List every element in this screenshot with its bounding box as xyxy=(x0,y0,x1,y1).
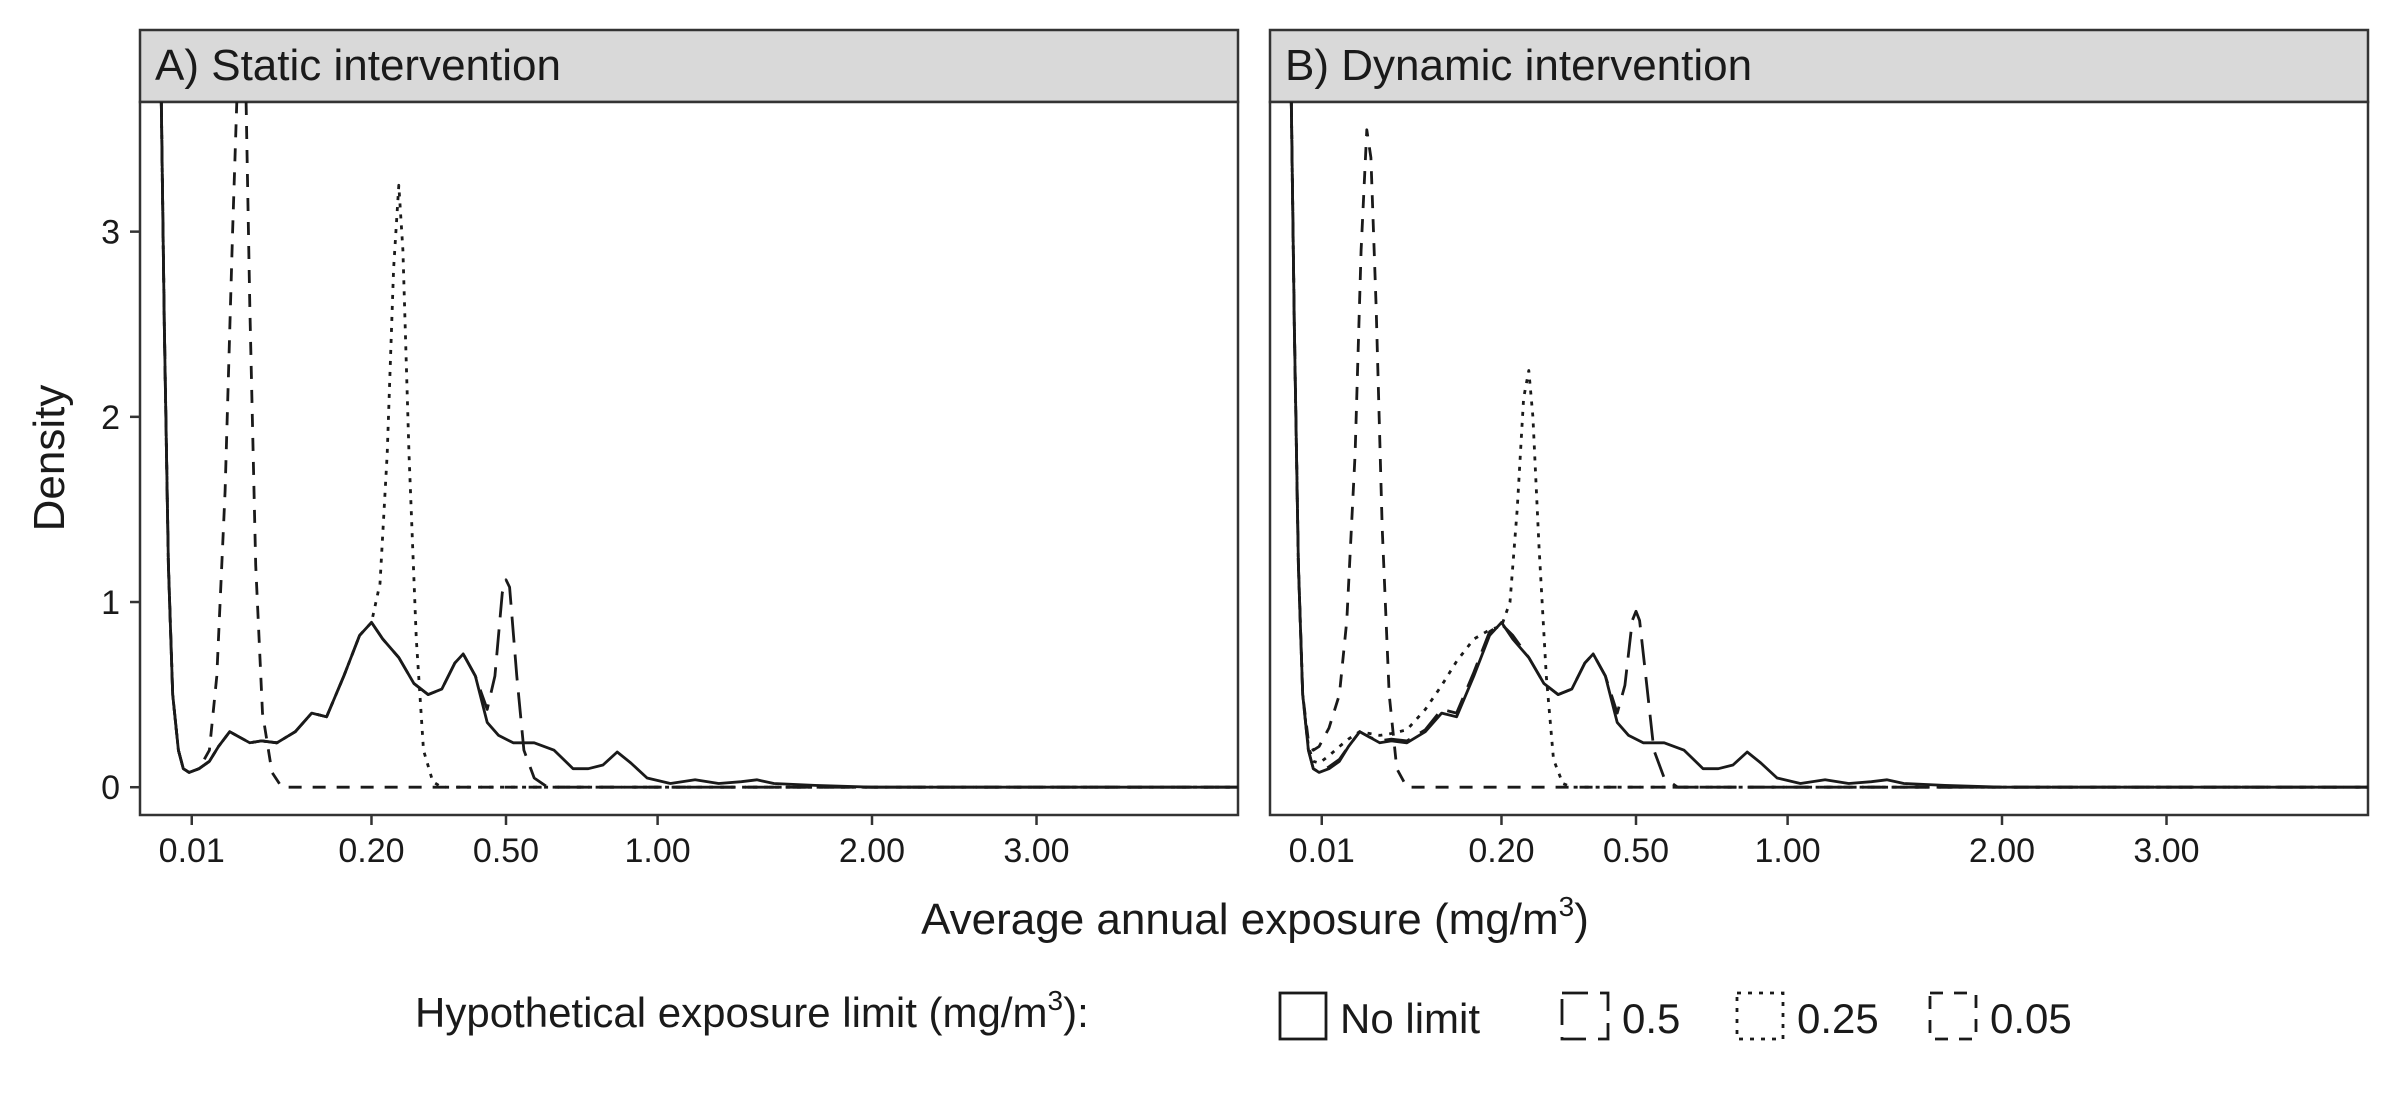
y-tick-label: 1 xyxy=(101,584,120,622)
legend-title-main: Hypothetical exposure limit (mg/m xyxy=(415,989,1048,1036)
x-tick-label: 0.20 xyxy=(1468,832,1534,870)
legend-label: 0.5 xyxy=(1622,995,1680,1042)
legend-key xyxy=(1560,991,1610,1041)
x-tick-label: 2.00 xyxy=(1969,832,2035,870)
series-line-0-25 xyxy=(1289,102,2368,789)
legend-key xyxy=(1928,991,1978,1041)
panel-a-strip xyxy=(138,28,1240,104)
legend-item: No limit xyxy=(1278,991,1480,1042)
legend-key xyxy=(1735,991,1785,1041)
x-tick-label: 1.00 xyxy=(625,832,691,870)
legend-label: 0.25 xyxy=(1797,995,1879,1042)
panel-b-title: B) Dynamic intervention xyxy=(1285,41,1752,90)
panel-b-lines xyxy=(1289,102,2368,789)
x-tick-label: 0.50 xyxy=(1603,832,1669,870)
x-tick-label: 3.00 xyxy=(1003,832,1069,870)
legend-item: 0.5 xyxy=(1560,991,1680,1042)
panel-a-lines xyxy=(159,102,1238,789)
legend-item: 0.05 xyxy=(1928,991,2072,1042)
legend-label: 0.05 xyxy=(1990,995,2072,1042)
legend: Hypothetical exposure limit (mg/m3): No … xyxy=(415,985,2072,1042)
legend-title: Hypothetical exposure limit (mg/m3): xyxy=(415,985,1089,1036)
panel-a-x-axis: 0.01 0.20 0.50 1.00 2.00 3.00 xyxy=(159,815,1070,870)
x-axis-title-end: ) xyxy=(1574,895,1589,944)
x-axis-title: Average annual exposure (mg/m3) xyxy=(921,891,1589,944)
x-tick-label: 2.00 xyxy=(839,832,905,870)
y-tick-label: 0 xyxy=(101,769,120,807)
x-axis-title-main: Average annual exposure (mg/m xyxy=(921,895,1559,944)
series-line-0-5 xyxy=(159,102,1238,789)
series-line-0-05 xyxy=(159,102,239,774)
legend-title-sup: 3 xyxy=(1048,985,1064,1016)
series-line-0-05 xyxy=(1289,102,2368,789)
legend-label: No limit xyxy=(1340,995,1480,1042)
legend-title-end: ): xyxy=(1063,989,1089,1036)
series-line-0-05 xyxy=(244,102,1238,789)
panel-b-plot-area xyxy=(1268,100,2370,817)
legend-item: 0.25 xyxy=(1735,991,1879,1042)
legend-items: No limit 0.5 0.25 0.05 xyxy=(1278,991,2072,1042)
x-tick-label: 0.20 xyxy=(338,832,404,870)
y-tick-label: 3 xyxy=(101,214,120,252)
panel-b: B) Dynamic intervention 0.01 0.20 0.50 1.00… xyxy=(1268,28,2370,870)
x-axis-title-sup: 3 xyxy=(1559,891,1575,922)
panel-b-x-axis: 0.01 0.20 0.50 1.00 2.00 3.00 xyxy=(1289,815,2200,870)
x-tick-label: 0.01 xyxy=(1289,832,1355,870)
series-line-0-5 xyxy=(1289,102,2368,789)
panel-a-y-axis: 0 1 2 3 xyxy=(101,214,140,807)
legend-key xyxy=(1278,991,1328,1041)
x-tick-label: 0.50 xyxy=(473,832,539,870)
panel-a: A) Static intervention 0 1 2 3 0.01 0.20 0.50… xyxy=(101,28,1240,870)
panel-a-plot-area xyxy=(138,100,1240,817)
y-axis-title: Density xyxy=(25,385,74,532)
x-tick-label: 0.01 xyxy=(159,832,225,870)
x-tick-label: 3.00 xyxy=(2133,832,2199,870)
x-tick-label: 1.00 xyxy=(1755,832,1821,870)
panel-a-title: A) Static intervention xyxy=(155,41,561,90)
y-tick-label: 2 xyxy=(101,399,120,437)
